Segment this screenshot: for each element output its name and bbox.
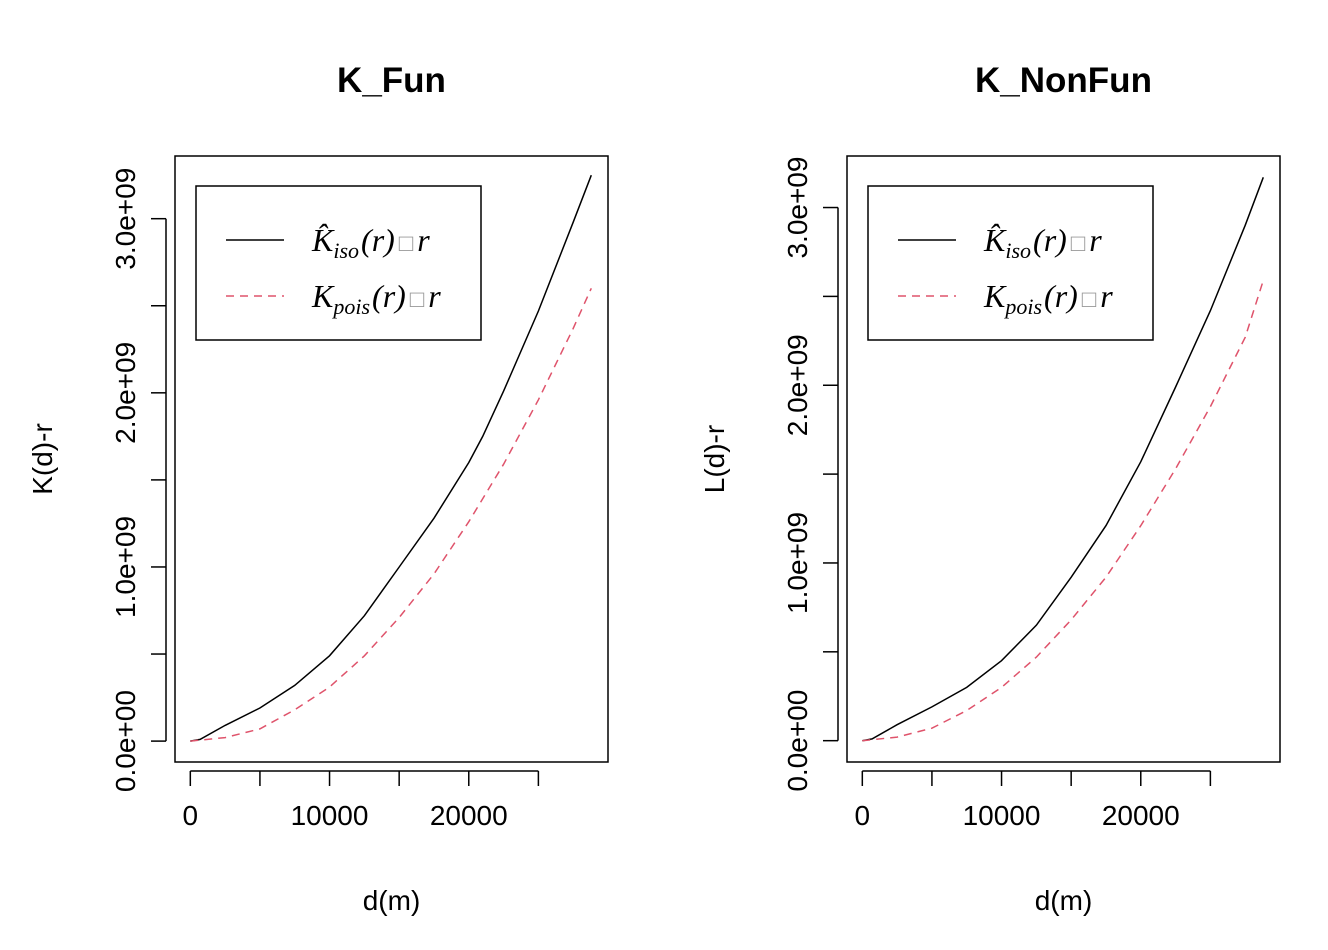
chart-1-y-tick-label: 2.0e+09: [782, 334, 813, 436]
chart-1-legend-label-1: Kpois(r) □ r: [983, 278, 1113, 319]
chart-1-title: K_NonFun: [975, 61, 1152, 100]
legend-tail: r: [417, 222, 430, 258]
chart-1-y-axis-label: L(d)-r: [699, 425, 730, 493]
chart-0-x-tick-label: 20000: [430, 800, 508, 831]
chart-0-series-0-line: [190, 174, 592, 742]
chart-1-x-axis-label: d(m): [1035, 885, 1093, 916]
chart-1-series-0-line: [862, 177, 1265, 742]
chart-1-x-tick-label: 20000: [1102, 800, 1180, 831]
legend-argument: (r): [372, 278, 406, 314]
chart-1-x-tick-label: 0: [855, 800, 871, 831]
chart-1-series-1-line: [862, 280, 1265, 742]
chart-0-plot-frame: [174, 155, 609, 763]
legend-tail: r: [1100, 278, 1113, 314]
legend-tail: r: [428, 278, 441, 314]
legend-symbol: K̂: [311, 222, 335, 258]
chart-0-x-axis-label: d(m): [363, 885, 421, 916]
legend-symbol: K̂: [983, 222, 1007, 258]
legend-tail: r: [1089, 222, 1102, 258]
chart-1-plot-frame: [846, 155, 1281, 763]
chart-0-y-axis-label: K(d)-r: [27, 423, 58, 495]
chart-0-series-1-line: [190, 287, 592, 742]
chart-0-y-tick-label: 0.0e+00: [110, 690, 141, 792]
chart-0-x-tick-label: 10000: [291, 800, 369, 831]
legend-argument: (r): [361, 222, 395, 258]
legend-subscript: pois: [331, 294, 370, 319]
legend-missing-glyph: □: [399, 231, 414, 257]
chart-1-y-tick-label: 3.0e+09: [782, 157, 813, 259]
chart-0-legend-label-1: Kpois(r) □ r: [311, 278, 441, 319]
chart-0-legend-box: [195, 185, 482, 341]
chart-1-y-tick-label: 1.0e+09: [782, 512, 813, 614]
legend-subscript: iso: [1005, 238, 1031, 263]
chart-0-y-tick-label: 2.0e+09: [110, 342, 141, 444]
chart-1-x-tick-label: 10000: [963, 800, 1041, 831]
chart-0-y-tick-label: 1.0e+09: [110, 516, 141, 618]
chart-0-y-tick-label: 3.0e+09: [110, 168, 141, 270]
chart-0-title: K_Fun: [337, 61, 446, 100]
legend-symbol: K: [311, 278, 335, 314]
legend-subscript: iso: [333, 238, 359, 263]
legend-argument: (r): [1044, 278, 1078, 314]
legend-argument: (r): [1033, 222, 1067, 258]
chart-0-legend-label-0: K̂iso(r) □ r: [311, 222, 430, 263]
chart-1-legend-box: [867, 185, 1154, 341]
legend-subscript: pois: [1003, 294, 1042, 319]
legend-symbol: K: [983, 278, 1007, 314]
chart-0-x-tick-label: 0: [183, 800, 199, 831]
chart-1-legend-label-0: K̂iso(r) □ r: [983, 222, 1102, 263]
legend-missing-glyph: □: [1071, 231, 1086, 257]
legend-missing-glyph: □: [410, 287, 425, 313]
legend-missing-glyph: □: [1082, 287, 1097, 313]
chart-1-y-tick-label: 0.0e+00: [782, 690, 813, 792]
